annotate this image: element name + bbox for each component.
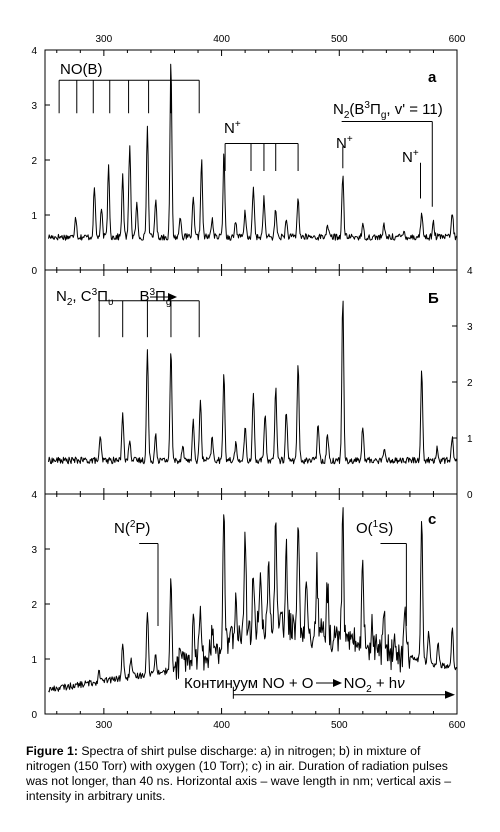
y-tick-label-2-3: 3 [31,545,37,556]
x-tick-label-bottom-500: 500 [331,720,348,731]
panel-a-label: a [428,69,437,86]
y-tick-label-0-1: 1 [31,211,37,222]
y-tick-label-1-4: 4 [467,266,473,277]
annotation-n2-bpg: N2(B3Πg, v' = 11) [333,100,443,121]
y-tick-label-0-2: 2 [31,156,37,167]
y-tick-label-0-0: 0 [31,266,37,277]
x-tick-label-bottom-400: 400 [213,720,230,731]
line-markers [58,79,455,699]
x-tick-label-bottom-600: 600 [449,720,466,731]
x-tick-label-top-600: 600 [449,34,466,45]
y-tick-label-1-2: 2 [467,378,473,389]
y-tick-label-0-3: 3 [31,101,37,112]
y-tick-label-2-0: 0 [31,710,37,721]
axis-ticks: 0 1 2 3 4 300 400 500 600 0 1 2 3 4 0 1 2 3 4 300 400 500 600 [31,34,473,731]
annotation-n2p: N(2P) [114,519,150,537]
y-tick-label-2-1: 1 [31,655,37,666]
annotation-o1s: O(1S) [356,519,393,537]
continuum-inner-arrow-icon [316,679,342,687]
continuum-arrow-head-icon [445,690,455,699]
y-tick-label-1-0: 0 [467,490,473,501]
x-tick-label-top-400: 400 [213,34,230,45]
y-tick-label-0-4: 4 [31,46,37,57]
spectrum-traces [48,63,458,693]
annotation-nplus-1: N+ [224,119,241,137]
y-tick-label-2-2: 2 [31,600,37,611]
x-tick-label-bottom-300: 300 [96,720,113,731]
spectrum-trace-Б [48,300,458,465]
panel-c-label: c [428,511,436,528]
annotation-nplus-3: N+ [402,148,419,166]
annotation-continuum: Континуум NO + O NO2 + hν [184,675,405,695]
annotation-nplus-2: N+ [336,134,353,152]
x-tick-label-top-500: 500 [331,34,348,45]
y-tick-label-2-4: 4 [31,490,37,501]
y-tick-label-1-1: 1 [467,434,473,445]
panel-b-label: Б [428,290,439,307]
transition-arrow-icon [150,293,177,301]
y-tick-label-1-3: 3 [467,322,473,333]
x-tick-label-top-300: 300 [96,34,113,45]
annotation-nob: NO(B) [60,61,103,78]
figure-caption: Figure 1: Spectra of shirt pulse dischar… [26,744,452,803]
spectrum-trace-a [48,63,458,241]
spectrum-trace-c [48,507,458,693]
